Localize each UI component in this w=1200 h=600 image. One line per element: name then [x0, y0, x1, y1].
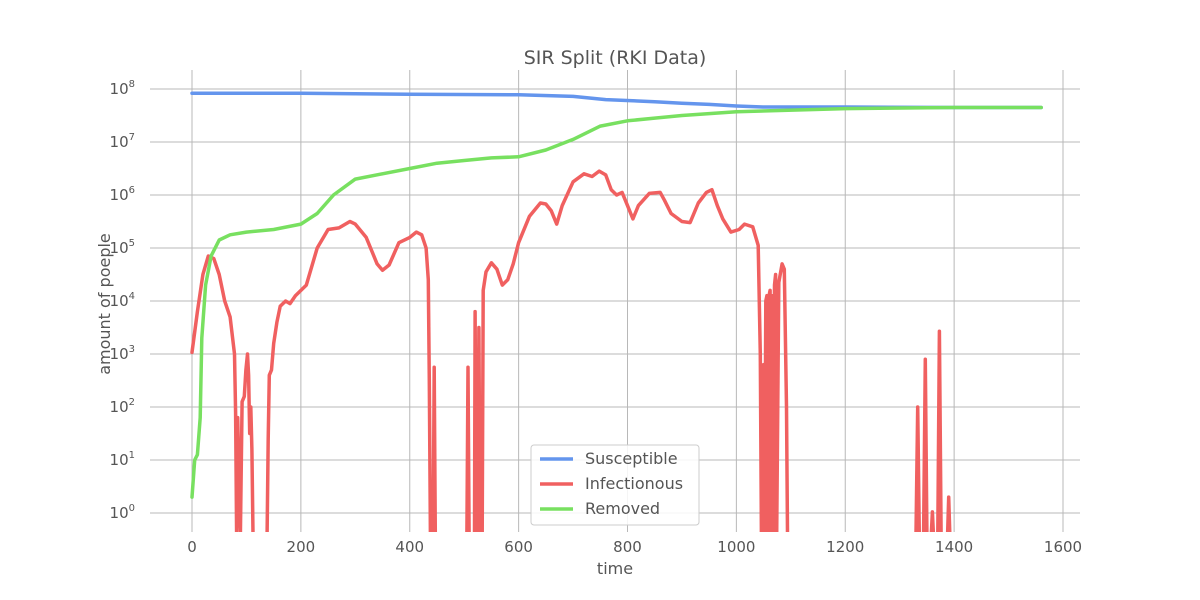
- y-tick-label: 100: [110, 503, 135, 522]
- legend-label-susceptible: Susceptible: [585, 449, 678, 468]
- x-axis-title: time: [597, 559, 633, 578]
- y-tick-label: 104: [110, 291, 135, 310]
- y-tick-label: 102: [110, 397, 135, 416]
- legend-box: [530, 444, 700, 526]
- y-tick-label: 105: [110, 238, 135, 257]
- x-tick-label: 1000: [717, 538, 755, 556]
- x-tick-label: 200: [287, 538, 316, 556]
- y-tick-label: 106: [110, 185, 135, 204]
- x-tick-label: 400: [395, 538, 424, 556]
- x-tick-label: 0: [187, 538, 197, 556]
- x-tick-label: 1400: [935, 538, 973, 556]
- legend-label-infectionous: Infectionous: [585, 474, 683, 493]
- legend: Susceptible Infectionous Removed: [530, 444, 700, 526]
- x-tick-label: 800: [613, 538, 642, 556]
- y-tick-label: 101: [110, 450, 135, 469]
- y-tick-label: 103: [110, 344, 135, 363]
- series-line-susceptible: [190, 91, 1043, 110]
- x-tick-label: 1200: [826, 538, 864, 556]
- legend-label-removed: Removed: [585, 499, 660, 518]
- series-line-removed: [190, 105, 1043, 499]
- series-line-infectionous: [190, 169, 952, 532]
- y-tick-label: 108: [110, 79, 135, 98]
- y-axis-title: amount of poeple: [95, 233, 114, 375]
- x-tick-label: 600: [504, 538, 533, 556]
- chart-title: SIR Split (RKI Data): [524, 47, 707, 69]
- x-axis-ticks: 0 200 400 600 800 1000 1200 1400 1600: [187, 538, 1082, 556]
- y-tick-label: 107: [110, 132, 135, 151]
- series-lines: [190, 91, 1043, 532]
- y-axis-ticks: 100 101 102 103 104 105 106 107 108: [110, 79, 135, 522]
- x-tick-label: 1600: [1044, 538, 1082, 556]
